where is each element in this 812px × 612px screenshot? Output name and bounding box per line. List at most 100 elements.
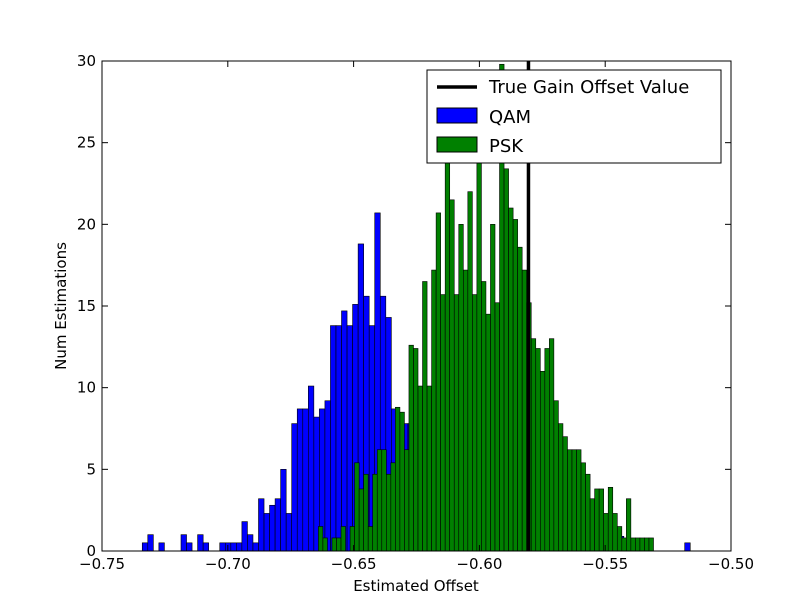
psk-bar-26 xyxy=(444,160,451,552)
psk-bar-36 xyxy=(490,224,496,552)
qam-bar-84 xyxy=(684,542,691,552)
psk-bar-7 xyxy=(358,488,364,552)
psk-bar-12 xyxy=(381,449,387,552)
psk-bar-39 xyxy=(503,168,509,552)
psk-bar-49 xyxy=(549,338,555,552)
psk-bar-46 xyxy=(535,348,541,552)
psk-bar-1 xyxy=(322,537,328,552)
legend-label-psk: PSK xyxy=(489,136,524,157)
psk-bar-3 xyxy=(336,537,342,552)
psk-bar-32 xyxy=(472,294,478,552)
psk-bar-13 xyxy=(386,473,392,552)
qam-bar-3 xyxy=(180,534,187,552)
psk-bar-19 xyxy=(413,348,419,552)
x-tick-label: −0.55 xyxy=(582,555,628,573)
qam-bar-11 xyxy=(241,521,248,552)
qam-bar-21 xyxy=(296,408,304,552)
psk-bar-31 xyxy=(467,191,473,552)
qam-bar-15 xyxy=(263,513,270,552)
y-axis-label: Num Estimations xyxy=(52,242,70,370)
psk-bar-64 xyxy=(616,526,623,552)
psk-bar-4 xyxy=(340,526,346,552)
psk-bar-11 xyxy=(376,449,383,552)
qam-bar-9 xyxy=(230,542,237,552)
legend-swatch-psk xyxy=(436,136,478,153)
psk-bar-63 xyxy=(612,513,618,552)
psk-bar-70 xyxy=(644,537,650,552)
y-tick-label: 30 xyxy=(77,52,96,70)
psk-bar-6 xyxy=(354,462,360,552)
qam-bar-23 xyxy=(308,385,315,552)
x-tick-label: −0.70 xyxy=(205,555,251,573)
qam-bar-4 xyxy=(186,542,193,552)
psk-bar-59 xyxy=(594,488,600,552)
psk-bar-53 xyxy=(567,449,573,552)
y-tick-label: 0 xyxy=(86,542,96,560)
x-tick-label: −0.50 xyxy=(708,555,754,573)
psk-bar-58 xyxy=(589,498,595,552)
psk-bar-71 xyxy=(648,537,654,552)
y-tick-label: 10 xyxy=(77,379,96,397)
qam-bar-26 xyxy=(324,400,331,552)
psk-bar-42 xyxy=(517,246,523,552)
x-tick-label: −0.60 xyxy=(456,555,502,573)
psk-bar-69 xyxy=(639,537,645,552)
psk-bar-21 xyxy=(422,281,428,552)
psk-bar-51 xyxy=(558,423,564,552)
legend-label-qam: QAM xyxy=(489,107,531,128)
qam-bar-2 xyxy=(158,542,165,552)
psk-bar-15 xyxy=(395,406,401,552)
qam-bar-10 xyxy=(236,542,243,552)
psk-bar-62 xyxy=(607,486,614,552)
x-axis-label: Estimated Offset xyxy=(353,577,479,595)
psk-bar-66 xyxy=(626,498,632,552)
psk-bar-2 xyxy=(331,537,337,552)
psk-bar-68 xyxy=(635,537,641,552)
psk-bar-10 xyxy=(372,473,378,552)
psk-bar-18 xyxy=(408,344,414,552)
psk-bar-55 xyxy=(576,449,582,552)
psk-bar-0 xyxy=(318,526,324,552)
psk-bar-8 xyxy=(363,473,369,552)
psk-bar-25 xyxy=(440,294,446,552)
qam-bar-29 xyxy=(341,310,348,552)
qam-bar-1 xyxy=(147,534,154,552)
y-tick-label: 15 xyxy=(77,297,96,315)
qam-bar-7 xyxy=(219,542,226,552)
psk-bar-54 xyxy=(571,449,577,552)
psk-bar-28 xyxy=(453,294,460,552)
psk-bar-16 xyxy=(399,411,405,552)
qam-bar-27 xyxy=(330,325,337,552)
psk-bar-56 xyxy=(580,462,586,552)
psk-bar-24 xyxy=(435,212,441,552)
psk-bar-34 xyxy=(481,281,487,552)
qam-bar-28 xyxy=(335,325,342,552)
x-axis-ticks: −0.75 −0.70 −0.65 −0.60 −0.55 −0.50 xyxy=(79,61,754,573)
y-tick-label: 5 xyxy=(86,460,96,478)
psk-bar-27 xyxy=(449,199,455,552)
psk-bar-41 xyxy=(512,219,518,552)
psk-bar-67 xyxy=(630,537,636,552)
qam-bar-22 xyxy=(302,408,309,552)
psk-bar-9 xyxy=(367,526,374,552)
psk-bar-61 xyxy=(603,513,609,552)
y-axis-ticks: 0 5 10 15 20 25 30 xyxy=(77,52,731,560)
psk-bar-23 xyxy=(431,269,437,552)
psk-bar-33 xyxy=(476,158,482,552)
legend-swatch-qam xyxy=(436,107,478,124)
psk-bar-65 xyxy=(621,537,627,552)
psk-bar-60 xyxy=(598,488,604,552)
qam-bar-0 xyxy=(141,542,149,552)
legend-label-true-gain: True Gain Offset Value xyxy=(488,77,689,98)
qam-bar-18 xyxy=(280,469,287,552)
qam-bar-20 xyxy=(291,423,298,552)
psk-bar-29 xyxy=(458,224,464,552)
qam-bar-12 xyxy=(247,534,254,552)
psk-bar-52 xyxy=(562,436,568,552)
psk-bar-17 xyxy=(404,449,410,552)
psk-bar-48 xyxy=(544,348,550,552)
psk-bar-20 xyxy=(417,385,423,552)
psk-bar-37 xyxy=(494,302,500,552)
psk-bar-30 xyxy=(462,269,469,552)
psk-bar-35 xyxy=(485,313,491,552)
